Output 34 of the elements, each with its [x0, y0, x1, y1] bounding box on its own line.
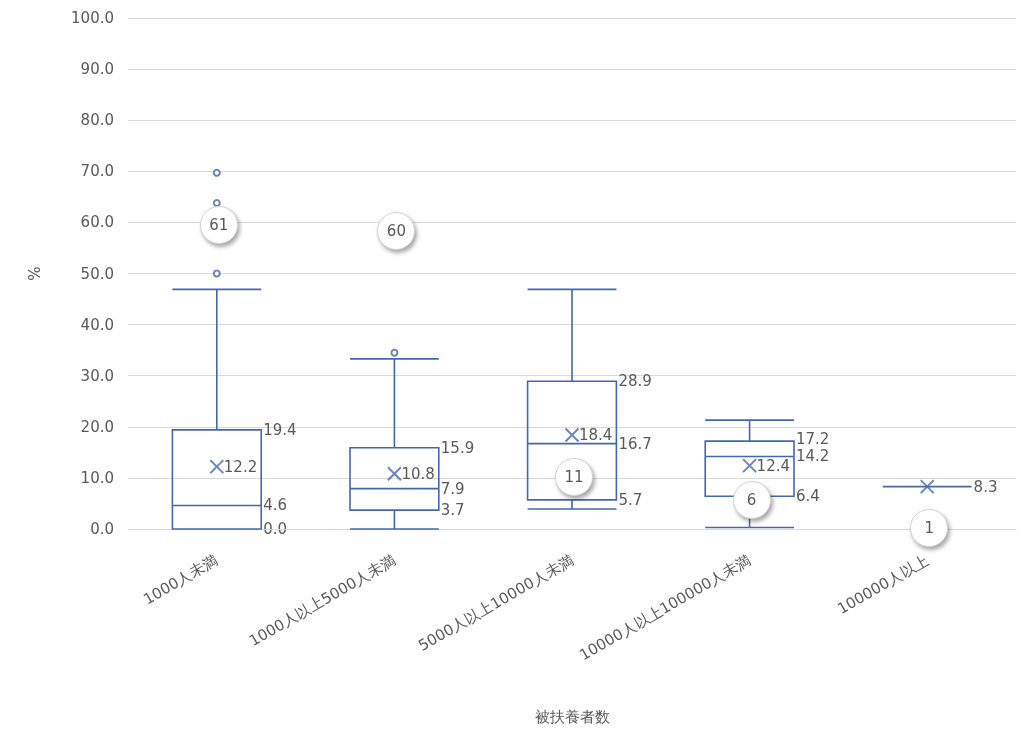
y-tick-label: 90.0: [80, 60, 114, 79]
annotation: 18.4: [579, 425, 613, 444]
annotation: 6.4: [796, 487, 820, 506]
y-tick-label: 100.0: [71, 9, 114, 27]
annotation: 19.4: [263, 420, 297, 439]
annotation: 10.8: [401, 464, 435, 483]
annotation: 7.9: [440, 479, 465, 498]
y-tick-label: 50.0: [80, 264, 114, 283]
annotation: 6: [746, 490, 757, 509]
annotation: 28.9: [618, 372, 652, 391]
y-tick-label: 0.0: [90, 520, 114, 538]
annotation: 3.7: [440, 501, 465, 520]
annotation: 16.7: [618, 434, 652, 453]
annotation: 14.2: [796, 447, 830, 466]
annotation: 60: [386, 222, 406, 241]
annotation: 8.3: [973, 477, 998, 496]
annotation: 12.4: [756, 456, 791, 475]
y-tick-label: 70.0: [80, 162, 114, 181]
y-tick-label: 40.0: [80, 315, 114, 334]
x-axis-title: 被扶養者数: [534, 707, 610, 726]
y-tick-label: 30.0: [80, 366, 114, 385]
annotation: 11: [564, 467, 584, 486]
annotation: 4.6: [263, 496, 288, 515]
y-axis-title: %: [25, 266, 44, 281]
annotation: 5.7: [618, 490, 643, 509]
y-tick-label: 80.0: [80, 111, 114, 130]
y-tick-label: 20.0: [80, 417, 114, 436]
annotation: 1: [924, 518, 934, 537]
y-tick-label: 60.0: [80, 213, 114, 232]
annotation: 61: [209, 215, 229, 234]
annotation: 17.2: [796, 430, 830, 449]
annotation: 15.9: [440, 438, 475, 457]
annotation: 12.2: [223, 457, 258, 476]
y-tick-label: 10.0: [80, 468, 114, 487]
